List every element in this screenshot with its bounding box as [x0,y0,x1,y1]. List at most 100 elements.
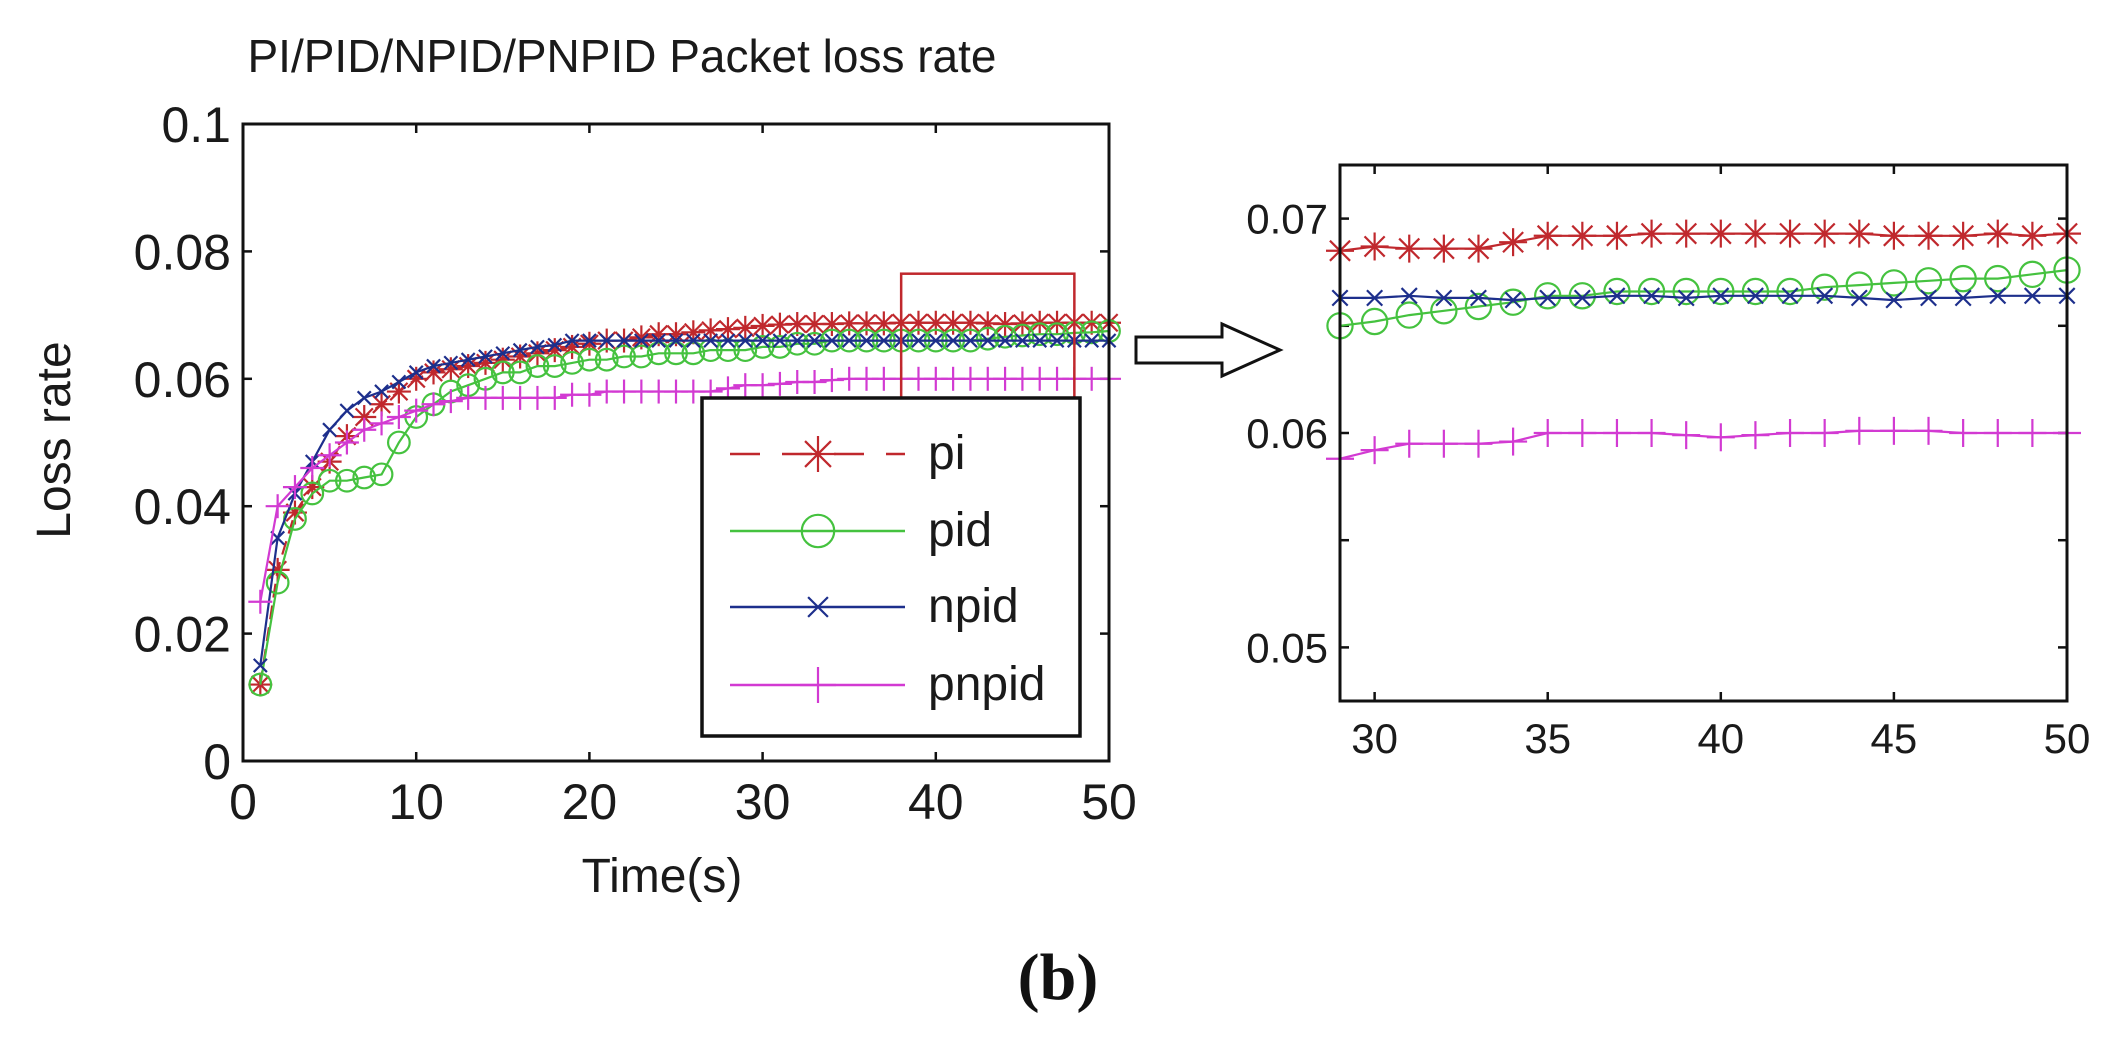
data-point-npid [443,355,459,371]
y-tick-label: 0.08 [134,224,231,280]
data-point-npid [1746,287,1764,305]
data-point-pid [508,360,533,385]
data-point-npid [460,352,476,368]
data-point-pid [1776,277,1804,306]
data-point-pid [317,468,342,493]
x-tick-label: 10 [388,774,444,830]
data-point-npid [374,384,389,399]
data-point-pid [577,347,602,372]
data-point-pi [1879,221,1908,250]
legend-label-npid: npid [928,580,1019,633]
data-point-pi [1499,228,1528,257]
data-point-npid [997,333,1013,348]
data-point-pid [1464,292,1493,321]
data-point-pnpid [1879,416,1908,445]
data-point-pi [750,313,775,338]
x-tick-label: 20 [562,774,618,830]
data-point-npid [530,339,545,355]
data-point-npid [1677,289,1695,307]
series-markers-pnpid [248,366,1121,614]
data-point-npid [1954,289,1972,307]
data-point-pi [767,312,792,337]
y-tick-label: 0.04 [134,479,231,535]
main-plot-frame [241,122,1111,763]
data-point-npid [1989,287,2007,305]
series-line-pnpid [1339,429,2067,460]
data-point-npid [1850,289,1868,307]
legend-marker-pnpid [800,667,836,703]
data-point-npid [564,333,580,348]
y-tick-label: 0 [203,734,231,790]
data-point-pi [958,310,983,335]
data-point-pnpid [1602,419,1631,447]
data-point-npid [1049,333,1065,348]
y-tick-label: 0.02 [134,607,231,663]
data-point-pnpid [1499,427,1528,456]
main-x-ticks: 0 10 20 30 40 50 [229,124,1137,830]
data-point-pi [1429,234,1458,263]
main-x-axis-label: Time(s) [582,850,743,903]
data-point-pnpid [300,455,325,480]
data-point-npid [322,422,337,438]
data-point-pid [785,331,810,356]
data-point-pnpid [1533,419,1562,447]
data-point-pid [1672,277,1700,306]
data-point-pid [335,468,359,493]
data-point-npid [252,658,268,673]
data-point-pnpid [750,373,775,398]
legend-label-pnpid: pnpid [928,658,1045,711]
data-point-pi [421,360,446,385]
y-tick-label: 0.07 [1246,196,1328,243]
data-point-pnpid [352,417,377,442]
data-point-pnpid [1776,419,1805,447]
data-point-npid [1608,287,1626,305]
data-point-pid [386,430,411,455]
data-point-pnpid [1672,421,1701,450]
data-point-pnpid [1568,419,1597,447]
data-point-npid [789,333,805,348]
data-point-pnpid [819,368,844,393]
data-point-npid [1400,287,1418,305]
data-point-pid [681,341,706,366]
data-point-pid [542,354,567,378]
data-point-pid [802,331,827,356]
data-point-npid [1539,289,1557,307]
data-point-npid [651,333,667,348]
data-point-pid [369,462,394,487]
data-point-pi [1360,232,1389,261]
data-point-pid [993,324,1017,349]
data-point-npid [963,333,978,348]
data-point-npid [1504,291,1522,309]
series-markers-npid [252,333,1117,673]
data-point-pnpid [802,369,827,394]
data-point-npid [737,333,753,348]
data-point-pi [715,317,740,342]
data-point-npid [980,333,996,348]
zoom-y-ticks: 0.05 0.06 0.07 [1246,196,2067,672]
y-tick-label: 0.06 [134,352,231,408]
data-point-pid [248,672,273,697]
data-point-npid [1573,289,1591,307]
data-point-npid [408,365,424,380]
data-point-pi [1810,219,1839,248]
panel-label: (b) [1017,941,1099,1014]
data-point-pi [2018,221,2047,250]
data-point-npid [928,333,944,348]
data-point-pid [1568,282,1597,310]
data-point-npid [356,390,372,406]
legend-marker-npid [807,596,829,618]
data-point-pi [1637,219,1666,248]
data-point-npid [945,333,961,348]
data-point-pi [1706,219,1735,248]
data-point-pnpid [369,411,394,436]
data-point-npid [1816,287,1834,305]
data-point-pnpid [334,430,359,455]
data-point-pnpid [1845,416,1874,445]
series-line-pid [1339,269,2068,327]
data-point-pnpid [577,382,602,407]
series-line-pi [1339,232,2068,252]
data-point-pid [1603,277,1631,306]
data-point-pi [1983,219,2012,248]
data-point-npid [1015,333,1030,348]
data-point-npid [911,333,926,348]
